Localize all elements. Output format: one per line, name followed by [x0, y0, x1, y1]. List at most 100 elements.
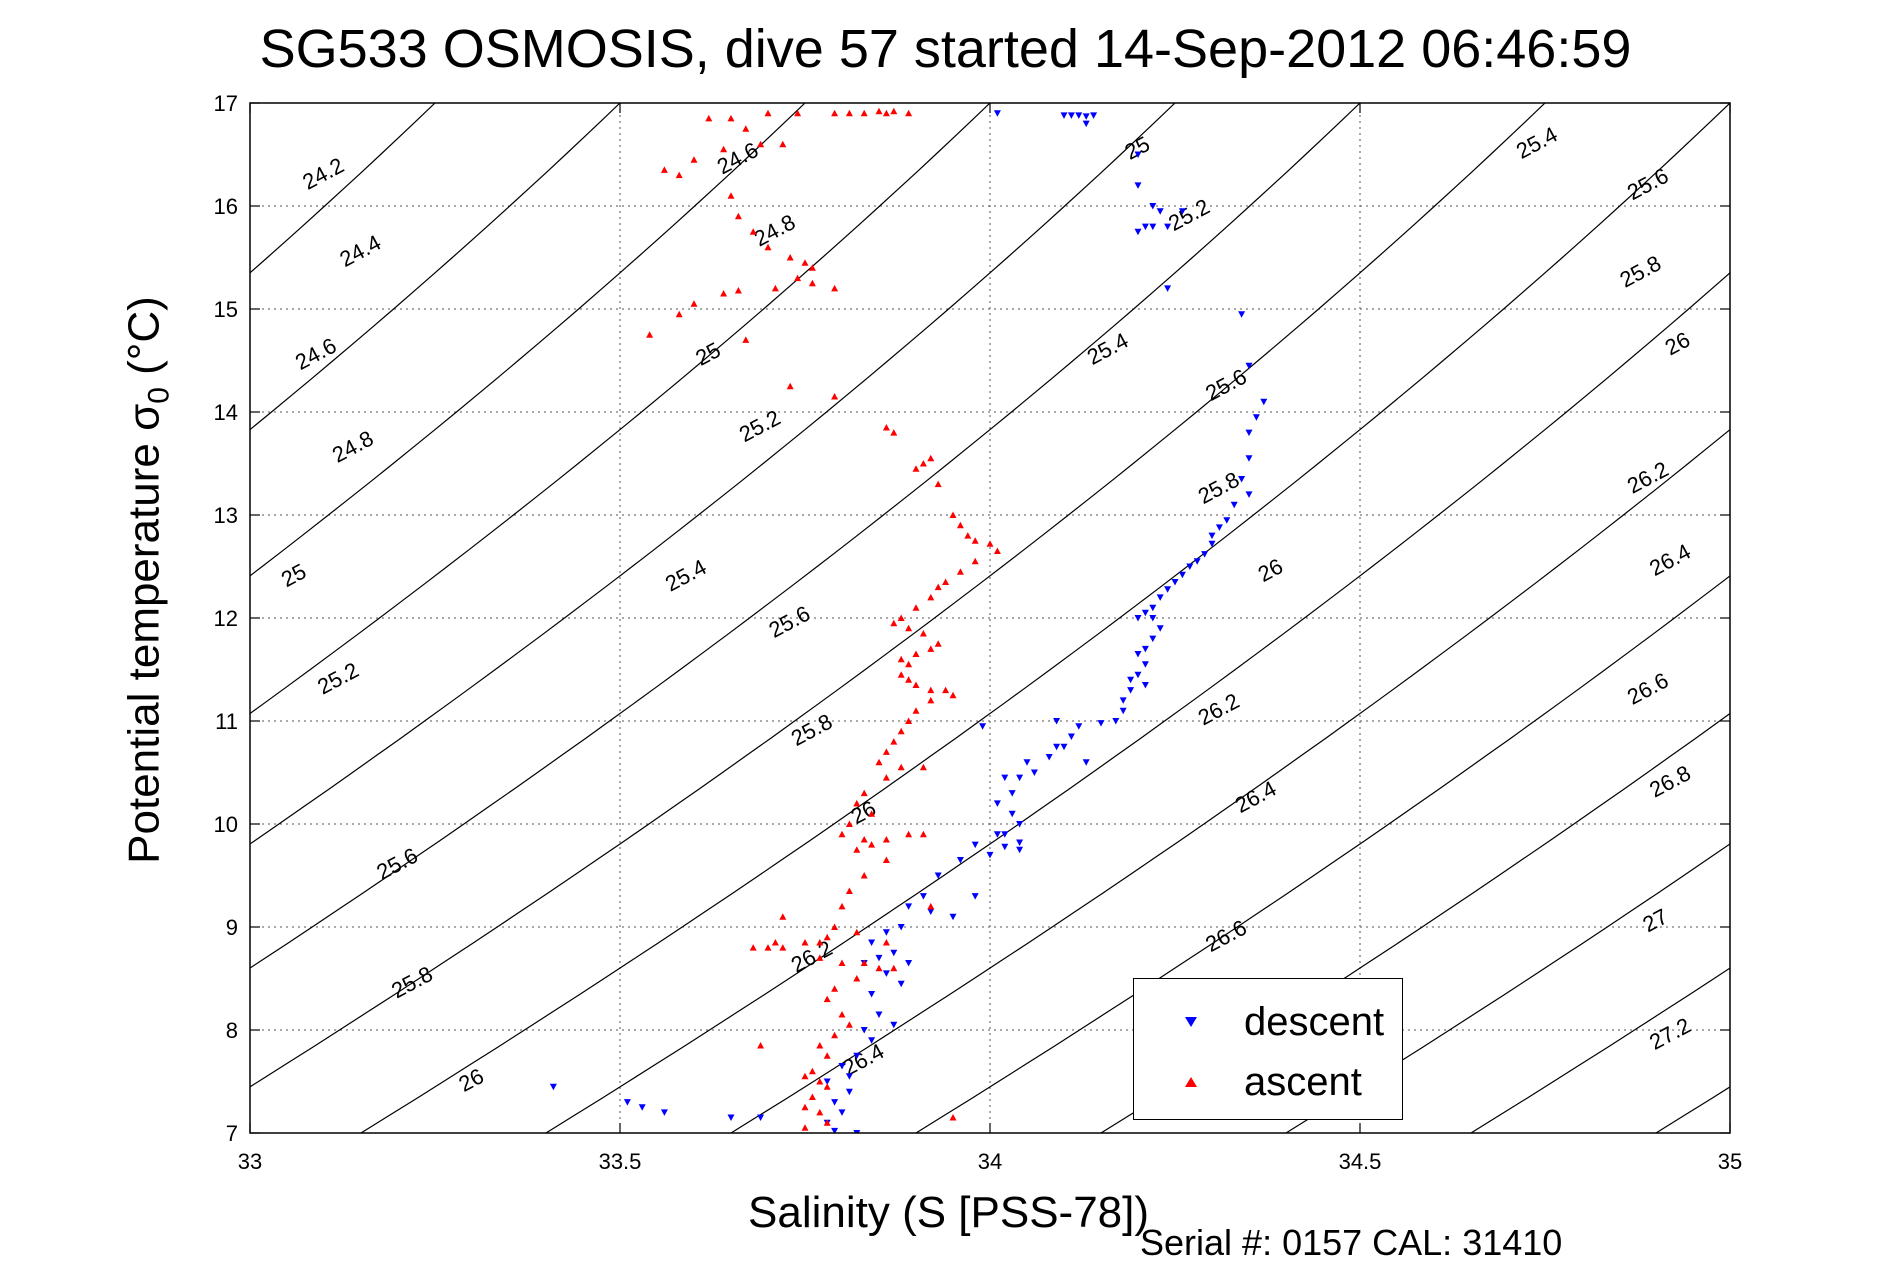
descent-point	[1260, 398, 1268, 406]
x-tick-label: 33	[238, 1149, 262, 1174]
ascent-point	[808, 264, 816, 271]
density-contour-label: 25	[1121, 131, 1154, 165]
ascent-point	[838, 1011, 846, 1018]
density-contour-label: 24.2	[298, 153, 348, 195]
ascent-point	[971, 557, 979, 565]
ascent-point	[823, 933, 831, 941]
density-contour-label: 24.6	[291, 333, 341, 375]
descent-point	[1156, 625, 1164, 632]
ascent-point	[853, 846, 861, 853]
ascent-point	[646, 331, 654, 338]
density-contour-label: 25.2	[735, 405, 785, 447]
descent-point	[1008, 810, 1016, 818]
descent-point	[1208, 532, 1216, 540]
ascent-point	[912, 604, 920, 611]
descent-point	[1134, 651, 1142, 658]
descent-point	[1156, 594, 1164, 601]
descent-point	[1127, 687, 1135, 694]
descent-point	[831, 1127, 839, 1133]
ascent-point	[764, 109, 772, 117]
ascent-point	[816, 1108, 824, 1116]
descent-point	[1141, 609, 1149, 617]
descent-point	[993, 110, 1001, 117]
descent-point	[1223, 517, 1231, 524]
descent-point	[823, 1078, 831, 1085]
ascent-point	[905, 660, 913, 668]
ascent-point	[912, 465, 920, 472]
ascent-point	[942, 578, 950, 585]
density-contour-label: 24.8	[750, 209, 800, 251]
ascent-point	[882, 748, 890, 755]
descent-point	[1164, 285, 1172, 292]
ascent-point	[905, 624, 913, 632]
ascent-point	[956, 568, 964, 575]
descent-point	[1090, 112, 1098, 119]
density-contour-label: 25	[277, 559, 310, 593]
descent-point	[875, 1011, 883, 1018]
ascent-point	[868, 810, 876, 817]
ascent-point	[971, 537, 979, 544]
y-tick-label: 14	[214, 400, 238, 425]
descent-point	[1208, 540, 1216, 548]
density-contour-label: 25.6	[1623, 163, 1673, 205]
y-tick-label: 17	[214, 91, 238, 116]
density-contour-line	[1100, 712, 1730, 1133]
ascent-point	[816, 1042, 824, 1049]
y-tick-label: 9	[226, 915, 238, 940]
ascent-point	[727, 192, 735, 199]
descent-point	[1164, 223, 1172, 231]
ascent-point	[860, 872, 868, 879]
ascent-point	[882, 939, 890, 946]
ascent-point	[838, 959, 846, 966]
ascent-point	[882, 836, 890, 843]
ascent-point	[868, 841, 876, 848]
ascent-point	[742, 125, 750, 132]
ascent-point	[905, 717, 913, 724]
density-contour-line	[250, 103, 1361, 969]
descent-point	[1238, 476, 1246, 483]
density-contour-line	[250, 103, 621, 431]
ascent-point	[749, 944, 757, 951]
series-ascent	[646, 107, 1001, 1131]
ascent-point	[786, 254, 794, 261]
ascent-point	[794, 109, 802, 117]
ascent-point	[764, 944, 772, 951]
descent-point	[1178, 571, 1186, 579]
x-tick-label: 33.5	[599, 1149, 642, 1174]
descent-point	[1134, 671, 1142, 679]
descent-point	[638, 1104, 646, 1111]
descent-point	[1075, 112, 1083, 119]
descent-point	[1245, 455, 1253, 462]
chart-title: SG533 OSMOSIS, dive 57 started 14-Sep-20…	[259, 19, 1632, 79]
ascent-point	[734, 212, 742, 220]
ascent-point	[853, 799, 861, 807]
ascent-point	[801, 259, 809, 266]
density-contour-label: 25.4	[661, 554, 711, 596]
descent-point	[1112, 718, 1120, 725]
descent-point	[1119, 707, 1127, 715]
y-tick-label: 12	[214, 606, 238, 631]
ascent-point	[905, 830, 913, 838]
descent-point	[1016, 774, 1024, 782]
descent-point	[1245, 362, 1253, 370]
density-contour-label: 26.4	[1231, 776, 1281, 818]
descent-point	[1149, 203, 1157, 210]
ascent-point	[705, 114, 713, 122]
density-contour-line	[915, 575, 1730, 1133]
ascent-point	[831, 284, 839, 292]
density-contour-label: 26	[1254, 553, 1287, 587]
descent-point	[1023, 759, 1031, 766]
descent-point	[1141, 682, 1149, 689]
legend-entry-ascent: ascent	[1134, 1057, 1402, 1107]
ascent-point	[853, 928, 861, 936]
ascent-point	[897, 655, 905, 663]
ascent-point	[727, 114, 735, 122]
series-descent	[549, 110, 1268, 1133]
ascent-point	[927, 454, 935, 462]
descent-point	[845, 1073, 853, 1080]
ascent-point	[757, 140, 765, 148]
descent-point	[993, 800, 1001, 807]
descent-point	[1082, 120, 1090, 128]
ascent-point	[964, 532, 972, 539]
density-contour-label: 25.2	[1164, 194, 1214, 236]
